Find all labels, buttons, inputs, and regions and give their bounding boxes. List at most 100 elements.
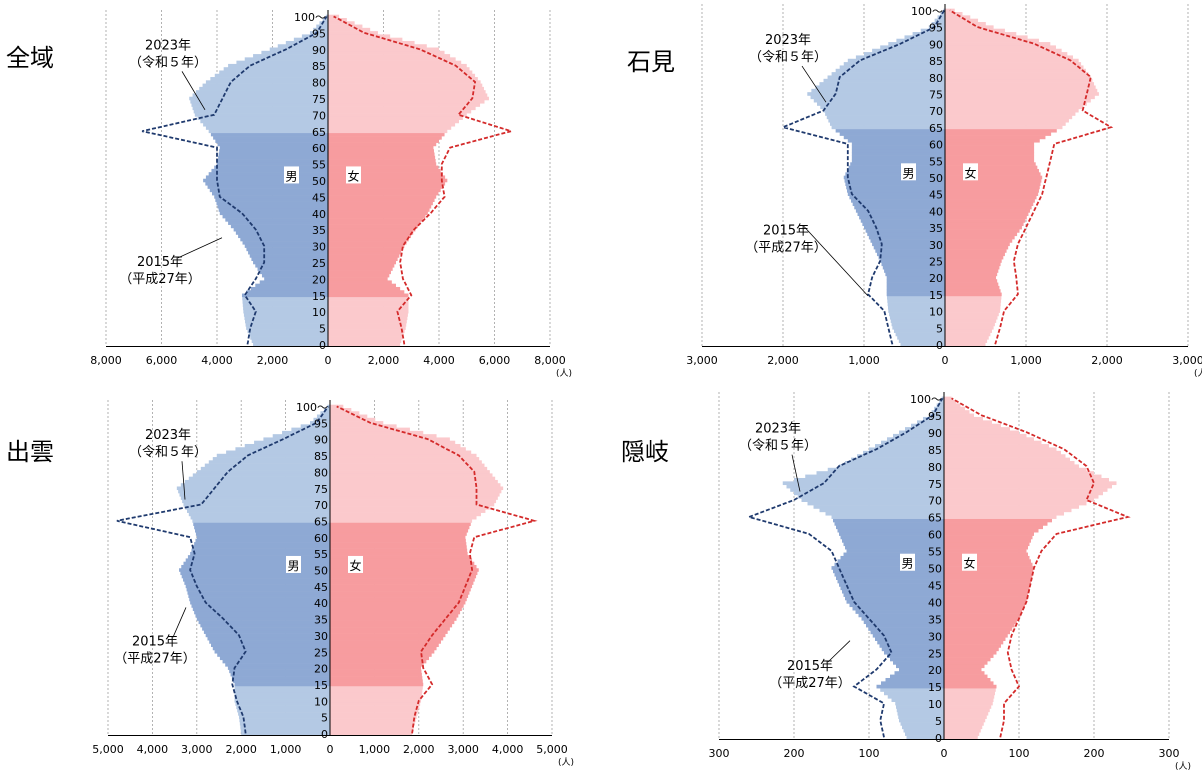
age-tick-label: 55	[312, 159, 326, 172]
bar-female	[944, 705, 992, 709]
bar-male	[322, 18, 328, 22]
bar-female	[945, 342, 986, 347]
age-tick-label: 65	[312, 126, 326, 139]
age-tick-label: 80	[314, 466, 328, 479]
bar-male	[863, 620, 944, 625]
bar-female	[945, 209, 1031, 213]
bar-male	[863, 450, 944, 455]
bar-male	[887, 654, 944, 658]
bar-male	[323, 408, 330, 412]
bar-female	[944, 423, 1001, 428]
bar-male	[886, 285, 945, 290]
x-tick-label: 2,000	[403, 743, 435, 756]
bar-female	[944, 732, 980, 736]
age-tick-label: 50	[312, 175, 326, 188]
bar-female	[330, 479, 498, 484]
annotation-2023-era: （令和５年）	[129, 445, 207, 460]
annotation-2023-era: （令和５年）	[129, 55, 207, 70]
bar-female	[944, 566, 1034, 570]
bar-female	[330, 476, 496, 481]
bar-male	[881, 440, 944, 445]
bar-female	[328, 309, 409, 314]
line-male-2015	[746, 397, 944, 738]
bar-female	[330, 515, 477, 520]
bar-male	[199, 86, 328, 91]
bar-male	[842, 538, 944, 543]
age-tick-label: 45	[312, 191, 326, 204]
bar-female	[328, 60, 462, 65]
x-tick-label: 1,000	[359, 743, 391, 756]
bar-male	[898, 339, 945, 343]
bar-female	[944, 661, 988, 665]
bar-female	[330, 649, 435, 654]
bar-female	[944, 593, 1028, 597]
bar-male	[210, 132, 328, 137]
bar-female	[945, 212, 1029, 217]
bar-female	[330, 568, 479, 572]
bar-female	[330, 715, 417, 719]
bar-female	[944, 610, 1022, 614]
bar-female	[328, 93, 488, 98]
bar-male	[293, 37, 328, 42]
x-tick-label: 100	[859, 747, 880, 760]
bar-male	[786, 484, 944, 489]
bar-female	[945, 222, 1024, 227]
bar-male	[282, 430, 330, 435]
female-label: 女	[347, 168, 359, 183]
bar-male	[215, 139, 328, 143]
bar-female	[944, 427, 1010, 431]
bar-male	[847, 58, 945, 63]
bar-female	[330, 682, 424, 687]
bar-male	[865, 229, 945, 233]
bar-female	[945, 279, 998, 283]
bar-female	[330, 538, 466, 543]
bar-female	[328, 132, 445, 137]
bar-male	[887, 302, 945, 307]
x-tick-label: 0	[942, 354, 949, 367]
bar-male	[797, 494, 944, 499]
bar-female	[944, 725, 983, 730]
bar-male	[217, 653, 330, 657]
bar-male	[234, 689, 330, 693]
bar-female	[945, 292, 1002, 297]
bar-male	[225, 663, 330, 667]
bar-female	[328, 37, 403, 42]
bar-male	[873, 245, 945, 250]
age-tick-label: 100～	[911, 5, 943, 18]
bar-male	[195, 90, 328, 94]
bar-male	[839, 532, 944, 536]
bar-male	[216, 201, 328, 206]
bar-female	[330, 705, 420, 710]
male-label-box	[286, 555, 301, 573]
bar-male	[843, 552, 944, 557]
bar-female	[328, 204, 432, 209]
bar-female	[328, 24, 363, 29]
bar-male	[895, 701, 944, 706]
bar-male	[843, 542, 944, 547]
bar-female	[330, 640, 441, 644]
bar-female	[944, 522, 1048, 526]
bar-male	[843, 135, 945, 140]
age-tick-label: 55	[314, 548, 328, 561]
annotation-2023-arrow	[791, 454, 801, 492]
bar-female	[944, 576, 1032, 580]
bar-female	[945, 48, 1062, 53]
bar-male	[891, 322, 945, 327]
bar-male	[209, 188, 328, 193]
bar-male	[855, 610, 944, 614]
bar-male	[191, 103, 328, 107]
bar-female	[944, 498, 1094, 502]
bar-male	[216, 453, 330, 458]
bar-female	[330, 434, 437, 438]
bar-male	[219, 211, 328, 216]
bar-female	[330, 411, 360, 415]
bar-female	[328, 50, 445, 55]
bar-male	[823, 78, 945, 83]
bar-male	[200, 623, 330, 628]
bar-female	[328, 273, 390, 278]
age-tick-label: 30	[314, 630, 328, 643]
bar-female	[328, 290, 405, 294]
bar-female	[330, 555, 470, 559]
bar-male	[899, 430, 944, 435]
bar-male	[903, 728, 944, 733]
